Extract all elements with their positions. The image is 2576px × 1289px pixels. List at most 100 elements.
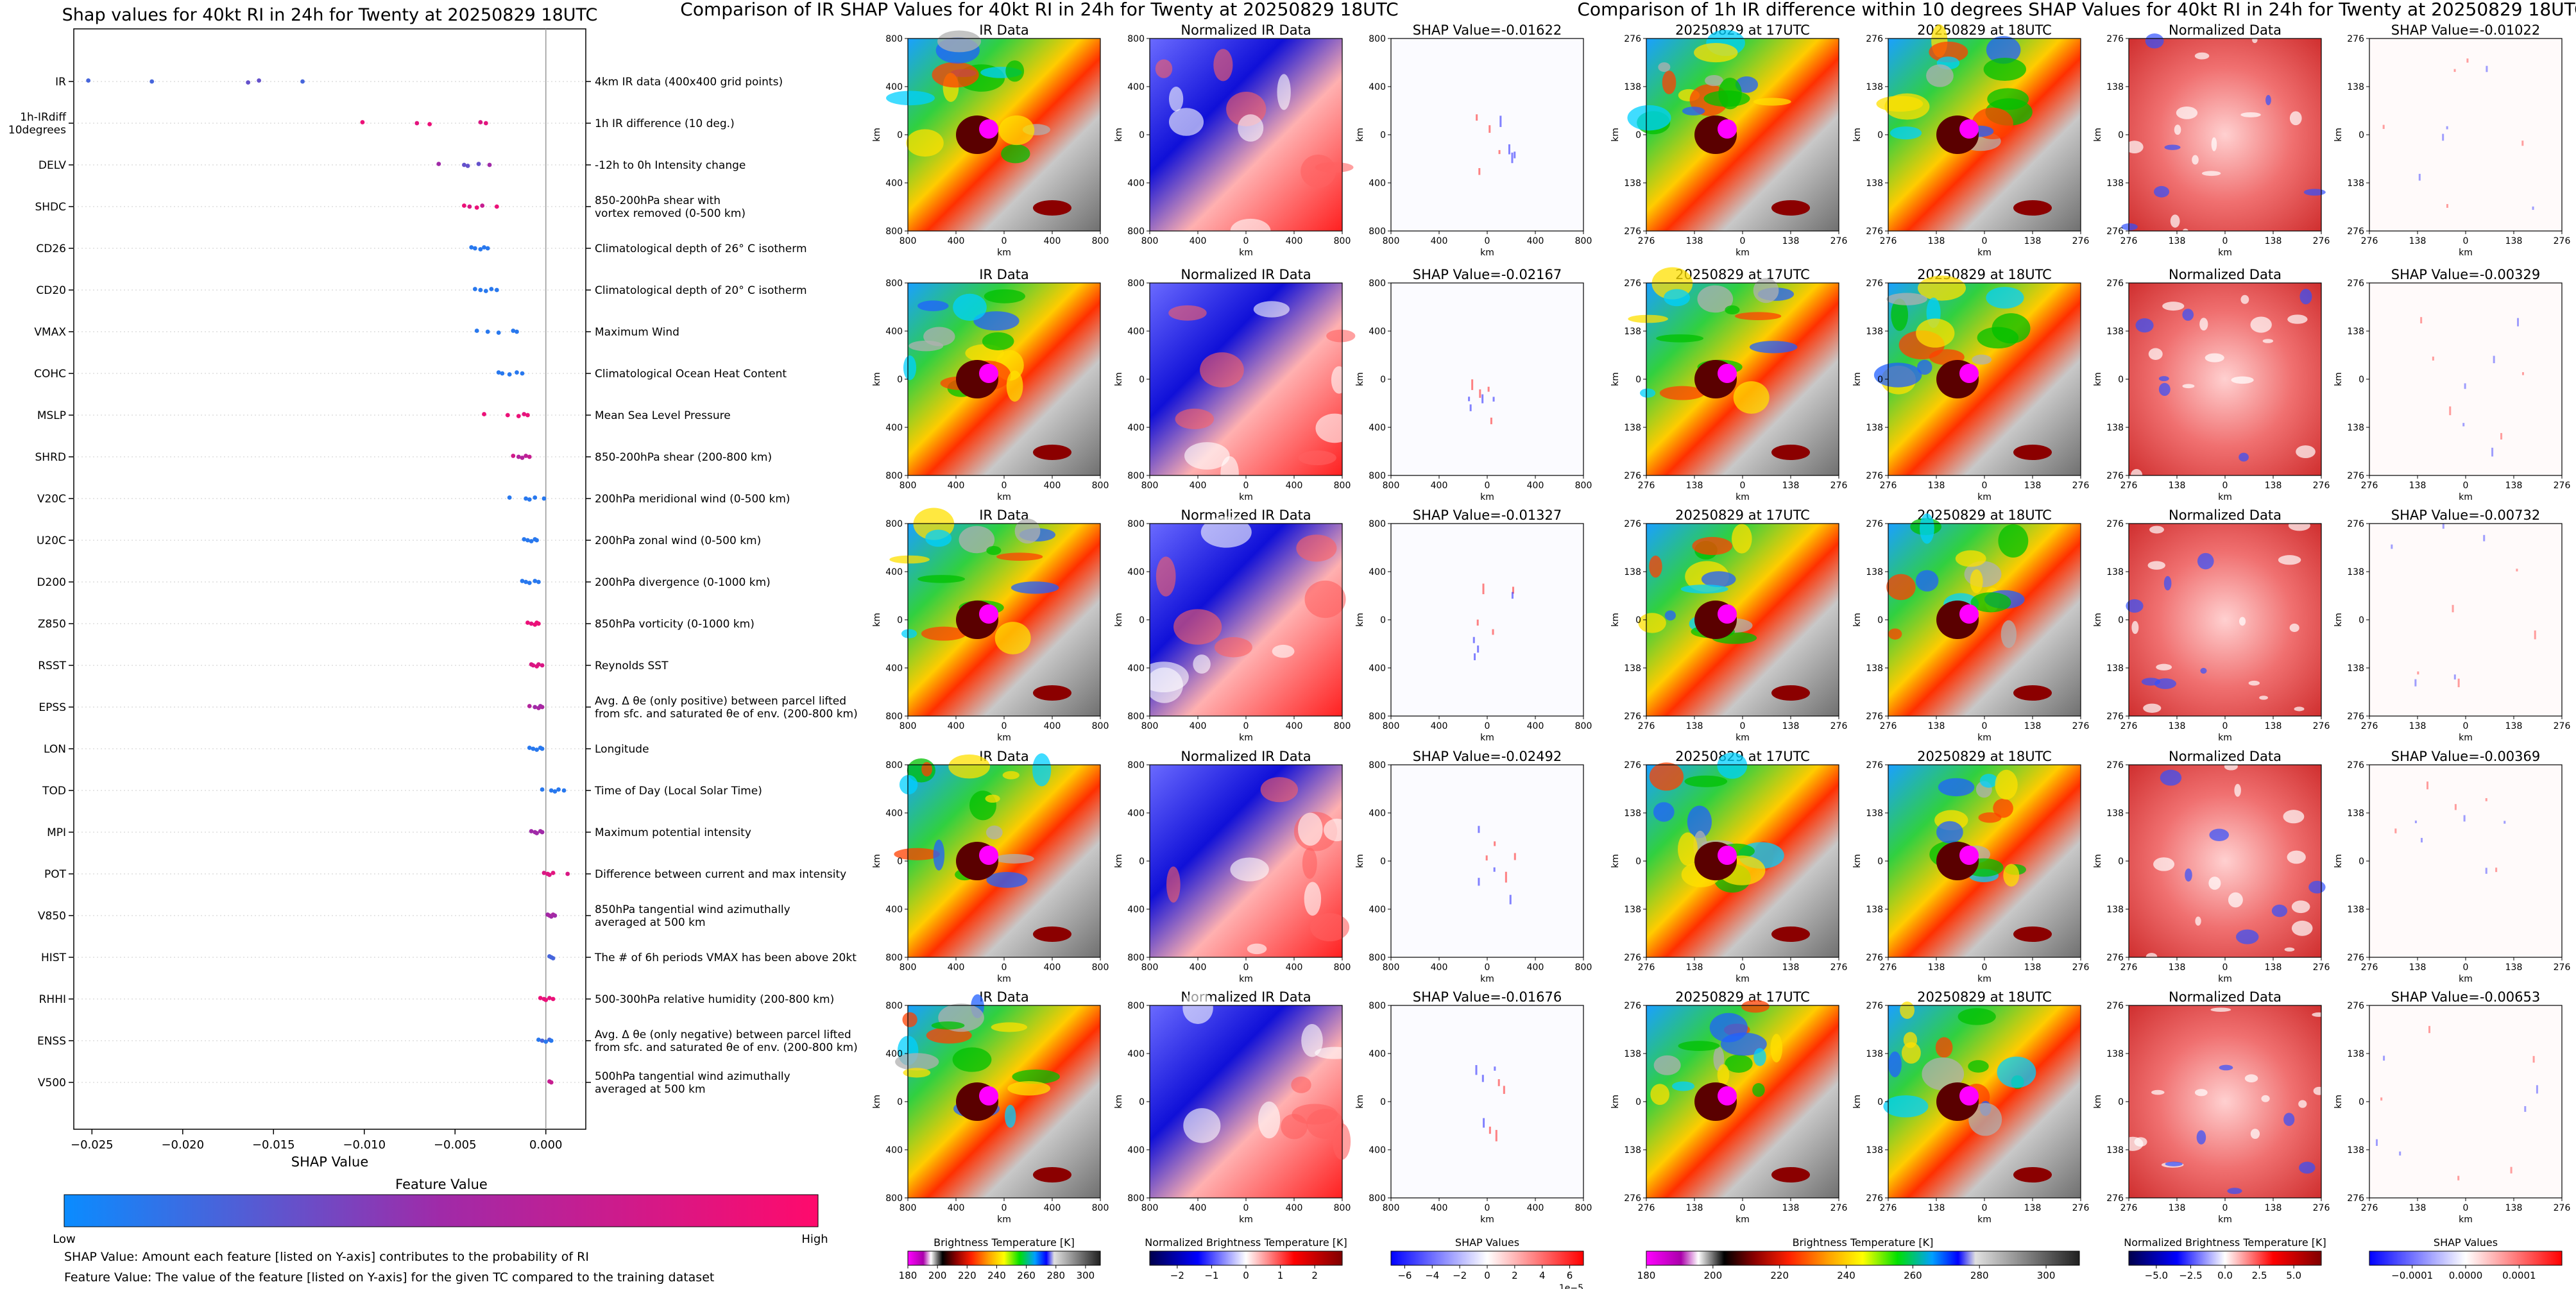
feature-description: Maximum potential intensity [595,826,751,839]
shap-feature [2536,1085,2538,1094]
shap-feature [2420,317,2423,324]
y-tick-label: 0 [1139,615,1145,626]
norm-feature [1281,1114,1308,1140]
x-tick-label: 800 [1575,1203,1592,1213]
colorbar-tick-label: 0.0000 [2449,1270,2483,1281]
x-tick-label: 276 [1830,481,1848,491]
x-tick-label: 138 [2409,721,2427,731]
shap-feature [2427,781,2428,790]
panel-title: SHAP Value=-0.00732 [2391,508,2541,523]
ir-cloud [1995,769,2018,800]
shap-feature [2376,1139,2378,1146]
colorbar: SHAP Values −0.0001 0.0000 0.0001 [2369,1236,2563,1281]
ir-cloud [948,754,990,779]
ir-cloud [1627,105,1671,131]
diff-feature [2149,525,2164,534]
y-tick-label: 276 [2347,712,2364,722]
diff-feature [2219,1064,2233,1071]
y-tick-label: 138 [1624,327,1641,337]
shap-feature [1487,386,1490,392]
feature-description: Climatological Ocean Heat Content [595,368,787,380]
y-tick-label: 276 [1866,519,1883,529]
x-axis-label: km [1239,492,1253,502]
ir-cloud [985,825,1003,840]
x-tick-label: 0 [2463,721,2469,731]
colorbar-label: Normalized Brightness Temperature [K] [1145,1236,1347,1249]
x-tick-label: 800 [1383,236,1400,246]
y-tick-label: 0 [1380,857,1386,867]
feature-row: ENSS Avg. Δ θe (only negative) between pa… [37,1029,858,1054]
storm-eye [1718,604,1737,624]
shap-feature [1468,397,1471,402]
colorbar-tick-label: 180 [899,1270,917,1281]
y-tick-label: 138 [2106,327,2124,337]
x-tick-label: 138 [1928,481,1945,491]
x-tick-label: 138 [2409,481,2427,491]
shap-point [534,831,539,835]
y-axis-label: km [2093,854,2103,868]
heatmap-panel: 20250829 at 17UTC27627613813800138138276… [1610,22,1847,258]
y-tick-label: 800 [1369,760,1386,771]
ir-cloud [991,1022,1028,1032]
x-tick-label: 138 [2409,962,2427,973]
norm-feature [1168,87,1184,112]
y-tick-label: 276 [2106,1193,2124,1204]
feature-row: V500 500hPa tangential wind azimuthallyav… [38,1070,790,1096]
panel-title: SHAP Value=-0.00329 [2391,267,2541,282]
shap-point [552,789,558,794]
panel-title: SHAP Value=-0.01622 [1413,22,1562,38]
x-tick-label: 400 [1286,481,1303,491]
ir-cloud [933,839,945,871]
diff-feature [2135,318,2154,333]
ir-cloud [1753,278,1779,303]
y-tick-label: 138 [2347,82,2364,92]
x-tick-label: 800 [1575,236,1592,246]
x-tick-label: 276 [2313,721,2330,731]
x-tick-label: 138 [2169,236,2186,246]
ir-cloud [1701,571,1736,588]
panel-image [2129,1005,2321,1198]
y-axis-label: km [1355,854,1365,868]
feature-description: -12h to 0h Intensity change [595,159,746,172]
colorbar-tick-label: −4 [1425,1270,1439,1281]
ir-cloud [953,293,987,321]
x-tick-label: 400 [1190,236,1207,246]
y-tick-label: 800 [885,712,903,722]
x-tick-label: 276 [2361,721,2378,731]
ir-cloud [1752,1083,1765,1097]
shap-point [496,330,501,335]
shap-feature [1488,1126,1491,1134]
ir-cloud [1725,1054,1753,1073]
y-axis-label: km [1355,372,1365,386]
shap-feature [1503,1086,1505,1094]
ir-cloud [906,129,944,157]
x-tick-label: 400 [948,481,965,491]
ir-cloud [2003,864,2020,887]
panel-image [1888,524,2081,716]
ir-cloud [1958,1008,1996,1025]
diff-feature [2145,953,2158,961]
heatmap-panel: Normalized Data2762761381380013813827627… [2093,989,2330,1225]
diff-feature [2231,376,2254,384]
y-tick-label: 138 [1624,905,1641,915]
y-tick-label: 400 [885,663,903,674]
feature-name: 10degrees [8,124,66,137]
diff-feature [2240,112,2261,117]
y-tick-label: 800 [1127,34,1145,44]
x-tick-label: 138 [1782,1203,1800,1213]
shap-feature [1494,841,1496,846]
feature-description: 200hPa divergence (0-1000 km) [595,576,771,589]
x-tick-label: 0 [2222,481,2228,491]
x-tick-label: 0 [1982,721,1988,731]
ir-cloud [1749,341,1798,354]
y-axis-label: km [1610,854,1621,868]
y-axis-label: km [1114,854,1124,868]
shap-point [540,1038,545,1043]
ir-cloud [908,340,944,352]
diff-feature [2291,900,2310,914]
y-tick-label: 138 [2347,327,2364,337]
y-axis-label: km [2333,1095,2344,1109]
y-tick-label: 138 [2347,423,2364,433]
shap-point [543,998,549,1002]
